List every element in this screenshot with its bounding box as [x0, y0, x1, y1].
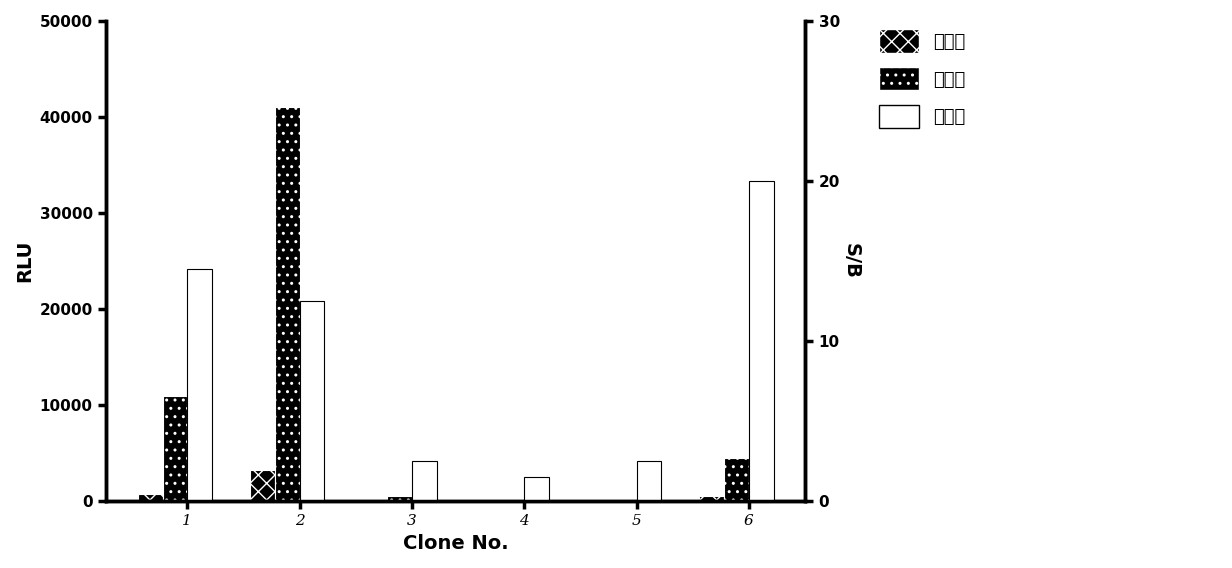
- Bar: [362, 500, 387, 501]
- Y-axis label: S/B: S/B: [841, 243, 861, 279]
- X-axis label: Clone No.: Clone No.: [403, 534, 509, 553]
- Bar: [612, 499, 637, 501]
- Bar: [724, 458, 749, 501]
- Legend: 空白组, 加药组, 信噪比: 空白组, 加药组, 信噪比: [870, 20, 975, 137]
- Bar: [700, 496, 724, 501]
- Bar: [299, 301, 324, 501]
- Bar: [499, 499, 524, 501]
- Bar: [138, 494, 163, 501]
- Bar: [275, 107, 299, 501]
- Bar: [749, 181, 774, 501]
- Y-axis label: RLU: RLU: [15, 240, 34, 282]
- Bar: [588, 500, 612, 501]
- Bar: [187, 269, 212, 501]
- Bar: [524, 477, 549, 501]
- Bar: [637, 461, 662, 501]
- Bar: [387, 496, 411, 501]
- Bar: [163, 395, 187, 501]
- Bar: [411, 461, 436, 501]
- Bar: [474, 500, 499, 501]
- Bar: [250, 470, 275, 501]
